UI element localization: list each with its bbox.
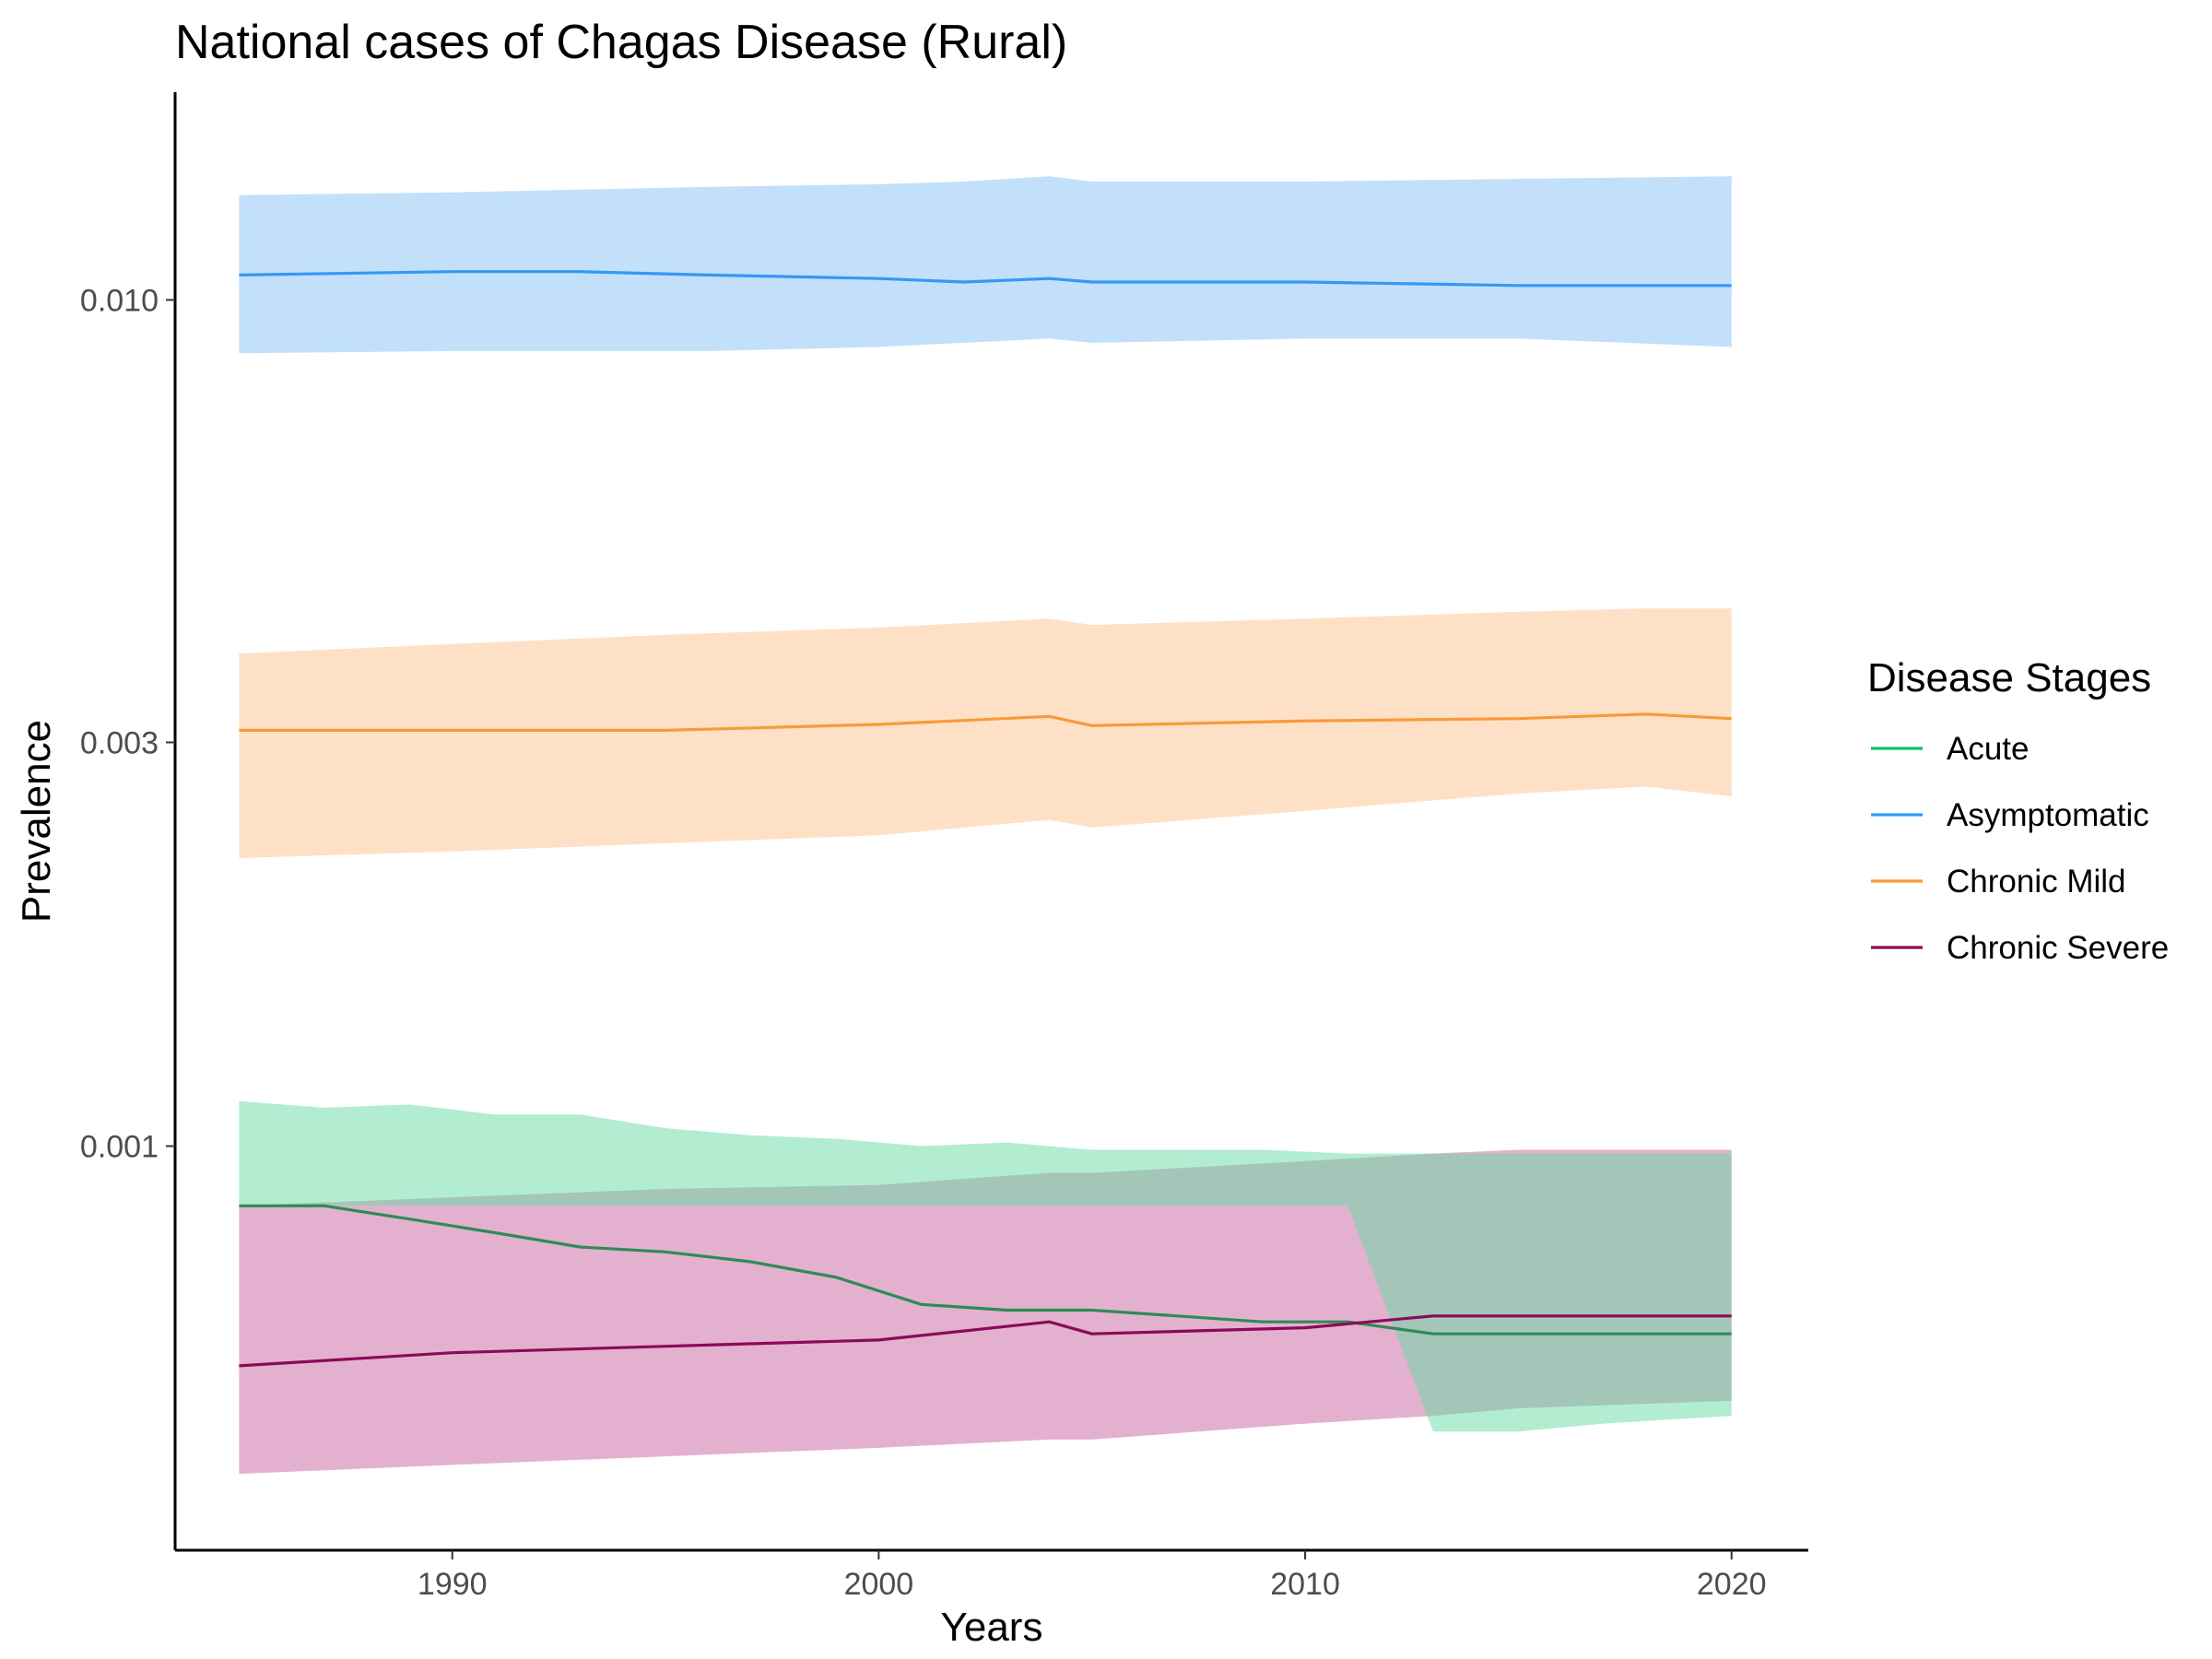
legend-label-acute: Acute <box>1947 731 2030 767</box>
legend: Acute Asymptomatic Chronic Mild Chronic Sev… <box>1871 731 2169 966</box>
x-tick-label: 1990 <box>418 1567 488 1602</box>
x-tick-label: 2010 <box>1270 1567 1340 1602</box>
legend-label-asymptomatic: Asymptomatic <box>1947 797 2149 833</box>
legend-label-chronic-severe: Chronic Severe <box>1947 930 2169 966</box>
y-axis-ticks: 0.001 0.003 0.010 <box>80 283 175 1165</box>
chronic-mild-band <box>239 608 1732 858</box>
confidence-bands <box>239 176 1732 1475</box>
acute-line <box>239 1204 1732 1335</box>
chart-title: National cases of Chagas Disease (Rural) <box>175 16 1067 69</box>
y-axis-label: Prevalence <box>14 720 59 923</box>
legend-title: Disease Stages <box>1867 655 2151 700</box>
x-tick-label: 2020 <box>1697 1567 1767 1602</box>
y-tick-label: 0.001 <box>80 1130 159 1165</box>
chronic-severe-line <box>239 1314 1732 1368</box>
x-axis-ticks: 1990 2000 2010 2020 <box>418 1550 1767 1602</box>
asymptomatic-line <box>239 270 1732 288</box>
asymptomatic-band <box>239 176 1732 354</box>
chronic-mild-line <box>239 712 1732 733</box>
series-lines <box>239 270 1732 1368</box>
y-tick-label: 0.010 <box>80 283 159 318</box>
x-axis-label: Years <box>941 1605 1043 1650</box>
x-tick-label: 2000 <box>844 1567 914 1602</box>
y-tick-label: 0.003 <box>80 725 159 760</box>
acute-band <box>239 1100 1732 1432</box>
legend-label-chronic-mild: Chronic Mild <box>1947 864 2126 900</box>
